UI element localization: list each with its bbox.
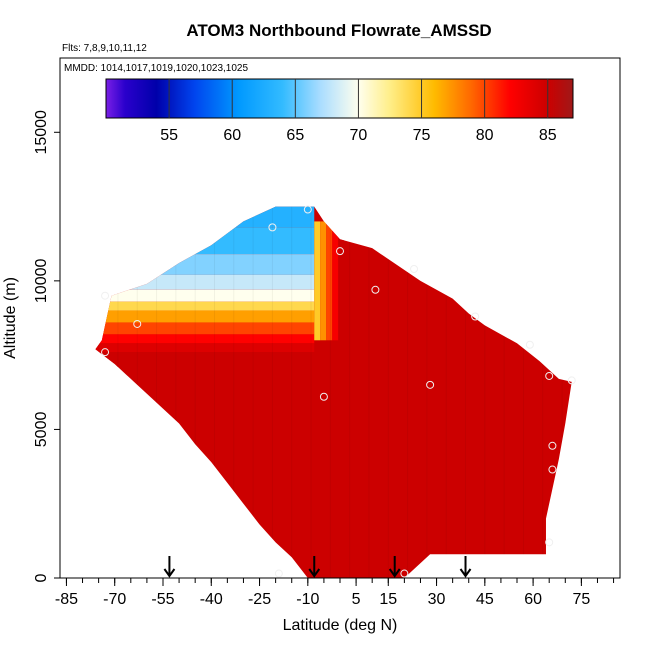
flight-point — [101, 291, 110, 300]
heatmap-cells — [95, 206, 572, 578]
arrow-head — [459, 568, 472, 578]
arrow-head — [163, 568, 176, 578]
flights-note: Flts: 7,8,9,10,11,12 — [62, 43, 147, 54]
y-tick-label: 10000 — [33, 259, 50, 304]
x-tick-label: 5 — [352, 591, 361, 608]
heatmap-transition — [314, 221, 321, 341]
flight-points — [101, 205, 576, 578]
colorbar-tick-label: 55 — [160, 127, 178, 144]
flight-point — [548, 441, 557, 450]
flight-point — [410, 264, 419, 273]
heatmap-band — [95, 289, 315, 302]
heatmap-band — [95, 343, 315, 353]
x-tick-label: 30 — [428, 591, 446, 608]
heatmap-band — [95, 322, 315, 335]
heatmap-band — [95, 310, 315, 323]
colorbar-ticks: 55 60 65 70 75 80 85 — [160, 79, 557, 144]
x-axis: -85 -70 -55 -40 -25 -10 5 15 30 45 60 75 — [55, 578, 615, 608]
heatmap-transition — [326, 221, 333, 341]
colorbar — [105, 78, 574, 119]
colorbar-tick-label: 70 — [350, 127, 368, 144]
x-tick-label: -40 — [200, 591, 223, 608]
heatmap-band — [95, 334, 315, 344]
x-tick-label: -85 — [55, 591, 78, 608]
heatmap-transition — [320, 221, 327, 341]
colorbar-tick-label: 60 — [223, 127, 241, 144]
heatmap-band — [95, 254, 315, 275]
arrow-head — [308, 568, 321, 578]
chart-title: ATOM3 Northbound Flowrate_AMSSD — [186, 21, 491, 40]
x-tick-label: 15 — [379, 591, 397, 608]
x-tick-label: -55 — [151, 591, 174, 608]
heatmap-band — [95, 274, 315, 290]
flight-point — [101, 348, 110, 357]
flight-point — [303, 205, 312, 214]
flight-point — [319, 392, 328, 401]
colorbar-tick-label: 85 — [539, 127, 557, 144]
flight-point — [133, 319, 142, 328]
flight-point — [525, 340, 534, 349]
flight-point — [371, 285, 380, 294]
y-tick-label: 15000 — [33, 110, 50, 155]
flight-point — [545, 538, 554, 547]
x-tick-label: -10 — [296, 591, 319, 608]
flight-point — [548, 465, 557, 474]
flight-point — [545, 371, 554, 380]
flight-point — [471, 312, 480, 321]
flight-point — [567, 376, 576, 385]
arrow-head — [388, 568, 401, 578]
flight-point — [268, 223, 277, 232]
x-tick-label: 75 — [572, 591, 590, 608]
arrows — [163, 556, 472, 578]
heatmap-band — [95, 227, 315, 255]
heatmap-field — [95, 206, 572, 578]
y-tick-label: 5000 — [33, 412, 50, 448]
x-tick-label: -70 — [103, 591, 126, 608]
flight-point — [426, 380, 435, 389]
y-axis: 0 5000 10000 15000 — [33, 110, 60, 582]
heatmap-band — [95, 206, 315, 228]
x-tick-label: 60 — [524, 591, 542, 608]
heatmap-band — [95, 301, 315, 311]
flight-point — [274, 569, 283, 578]
x-tick-label: 45 — [476, 591, 494, 608]
colorbar-tick-label: 65 — [286, 127, 304, 144]
y-tick-label: 0 — [33, 573, 50, 582]
colorbar-tick-label: 75 — [413, 127, 431, 144]
flight-point — [400, 569, 409, 578]
flight-point — [336, 247, 344, 256]
dates-note: MMDD: 1014,1017,1019,1020,1023,1025 — [64, 63, 248, 74]
colorbar-tick-label: 80 — [476, 127, 494, 144]
heatmap-transition — [338, 221, 345, 341]
heatmap-transition — [332, 221, 339, 341]
heatmap-band — [95, 352, 315, 368]
x-axis-label: Latitude (deg N) — [283, 617, 398, 634]
x-tick-label: -25 — [248, 591, 271, 608]
y-axis-label: Altitude (m) — [2, 277, 19, 359]
